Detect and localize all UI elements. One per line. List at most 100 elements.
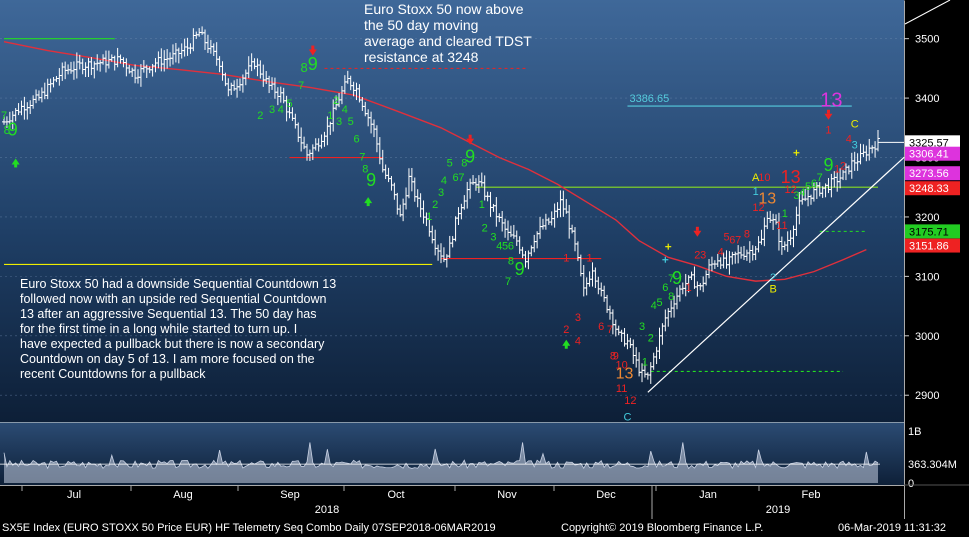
down-arrow-icon xyxy=(468,134,472,139)
annotation-left-line: Euro Stoxx 50 had a downside Sequential … xyxy=(20,277,337,291)
x-month-label: Aug xyxy=(173,489,193,501)
count-marker: 8 xyxy=(508,255,514,267)
count-marker: 5 xyxy=(723,232,729,244)
count-marker: 8 xyxy=(610,351,616,363)
down-arrow-icon xyxy=(826,109,830,114)
annotation-top-line: resistance at 3248 xyxy=(364,49,479,65)
annotation-left-line: for the first time in a long while start… xyxy=(20,322,298,336)
down-arrow-icon xyxy=(311,45,315,50)
count-marker: 4 xyxy=(496,241,502,253)
count-marker: 1 xyxy=(563,252,569,264)
annotation-left: Euro Stoxx 50 had a downside Sequential … xyxy=(20,277,365,382)
ohlc-bar xyxy=(876,130,880,152)
count-marker: 12 xyxy=(624,395,636,407)
down-arrow-icon xyxy=(308,49,317,56)
price-tag-label: 3248.33 xyxy=(909,183,949,195)
price-tag xyxy=(905,181,960,196)
down-arrow-icon xyxy=(693,230,702,237)
count-marker: 1 xyxy=(834,163,840,175)
count-marker: 5 xyxy=(447,157,453,169)
count-marker: 10 xyxy=(758,172,770,184)
count-marker: 1 xyxy=(642,356,648,368)
count-marker: 9 xyxy=(515,259,525,279)
count-marker: 1 xyxy=(587,252,593,264)
count-marker: 2 xyxy=(840,160,846,172)
up-arrow-icon xyxy=(366,202,370,207)
support-trendline xyxy=(647,154,908,393)
up-arrow-icon xyxy=(11,158,20,165)
x-month-label: Dec xyxy=(596,489,616,501)
count-marker: 3 xyxy=(490,232,496,244)
footer-copyright: Copyright© 2019 Bloomberg Finance L.P. xyxy=(561,522,764,534)
count-marker: 5 xyxy=(502,241,508,253)
price-tag xyxy=(905,166,960,181)
count-marker: 3 xyxy=(793,190,799,202)
x-month-label: Jul xyxy=(67,489,81,501)
count-marker: 11 xyxy=(776,220,787,232)
price-tag-label: 3175.71 xyxy=(909,226,949,238)
annotation-top-line: the 50 day moving xyxy=(364,17,479,33)
count-marker: 10 xyxy=(616,359,628,371)
annotation-top-line: average and cleared TDST xyxy=(364,33,532,49)
footer-timestamp: 06-Mar-2019 11:31:32 xyxy=(838,522,947,534)
count-marker: 3 xyxy=(438,187,444,199)
count-marker: 1 xyxy=(479,199,485,211)
count-marker: 4 xyxy=(846,134,852,146)
volume-area xyxy=(4,442,878,483)
count-marker: 8 xyxy=(4,123,11,137)
count-marker: 3 xyxy=(700,249,706,261)
count-marker: 4 xyxy=(342,104,348,116)
count-marker: 13 xyxy=(616,366,634,383)
y-tick-label: 3200 xyxy=(915,212,939,224)
count-marker: 11 xyxy=(616,383,627,395)
ma50-line xyxy=(3,40,867,282)
count-marker: 13 xyxy=(758,190,776,207)
count-marker: 4 xyxy=(651,300,657,312)
count-marker: 2 xyxy=(648,333,654,345)
count-marker: 8 xyxy=(744,229,750,241)
count-marker: C xyxy=(851,119,859,131)
count-marker: 2 xyxy=(257,110,263,122)
volume-axis-label: 0 xyxy=(908,478,914,490)
count-marker: 4 xyxy=(278,104,284,116)
count-marker: 3 xyxy=(852,140,858,152)
count-marker: 2 xyxy=(770,272,776,284)
count-marker: 6 xyxy=(508,241,514,253)
count-marker: 7 xyxy=(458,172,464,184)
x-year-label: 2019 xyxy=(766,504,790,516)
y-tick-label: 3400 xyxy=(915,93,939,105)
count-marker: 12 xyxy=(752,202,764,214)
price-tag xyxy=(905,146,960,161)
count-marker: 9 xyxy=(8,120,18,140)
y-tick-label: 3100 xyxy=(915,271,939,283)
annotation-left-line: recent Countdowns for a pullback xyxy=(20,367,206,381)
count-marker: 9 xyxy=(308,54,318,74)
volume-axis-label: 363.304M xyxy=(908,459,957,471)
count-marker: 8 xyxy=(461,157,467,169)
count-marker: 7 xyxy=(607,324,613,336)
count-marker: 13 xyxy=(781,167,801,187)
count-marker: 7 xyxy=(505,276,511,288)
count-marker: A xyxy=(752,172,760,184)
count-marker: 8 xyxy=(668,291,674,303)
x-month-label: Jan xyxy=(699,489,717,501)
count-marker: 4 xyxy=(799,187,805,199)
count-marker: 7 xyxy=(1,110,7,122)
annotation-left-line: have expected a pullback but there is no… xyxy=(20,337,325,351)
count-marker: 6 xyxy=(453,172,459,184)
y-tick-label: 3000 xyxy=(915,331,939,343)
count-marker: 7 xyxy=(817,172,823,184)
count-marker: 7 xyxy=(668,273,674,285)
count-marker: 5 xyxy=(348,116,354,128)
count-marker: 4 xyxy=(718,247,724,259)
count-marker: C xyxy=(623,412,631,424)
count-marker: 6 xyxy=(598,321,604,333)
count-marker: 1 xyxy=(753,186,759,198)
up-arrow-icon xyxy=(14,163,18,168)
level-label: 3386.65 xyxy=(629,93,669,105)
count-marker: 8 xyxy=(300,60,307,75)
annotation-top-line: Euro Stoxx 50 now above xyxy=(364,1,524,17)
annotation-left-line: 13 after an aggressive Sequential 13. Th… xyxy=(20,307,317,321)
axis-panel xyxy=(904,0,969,519)
price-tag xyxy=(905,135,960,150)
